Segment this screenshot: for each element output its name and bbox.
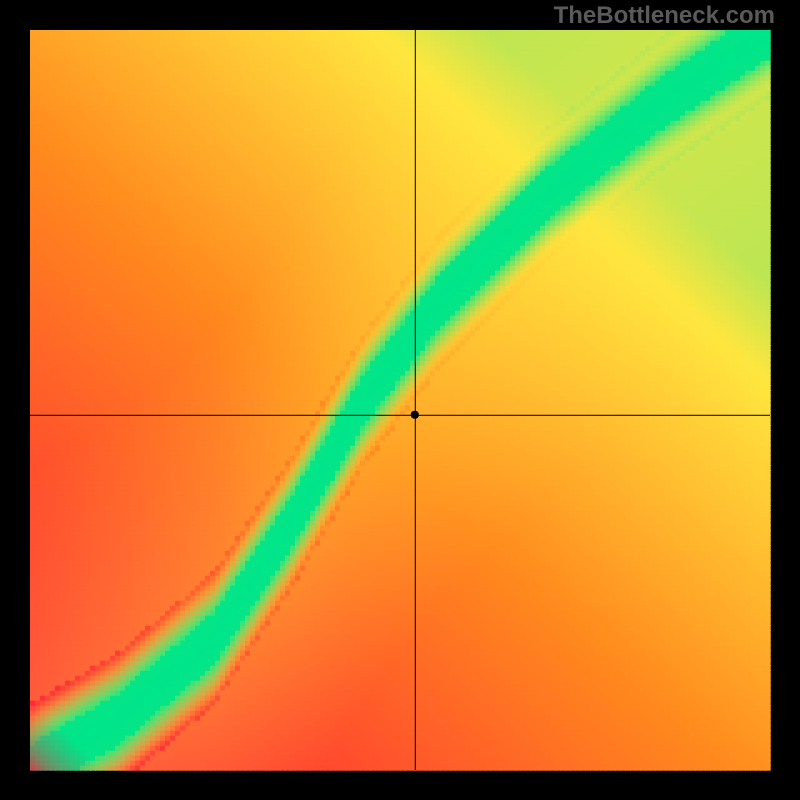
watermark-text: TheBottleneck.com [554,2,775,30]
heatmap-canvas [0,0,800,800]
